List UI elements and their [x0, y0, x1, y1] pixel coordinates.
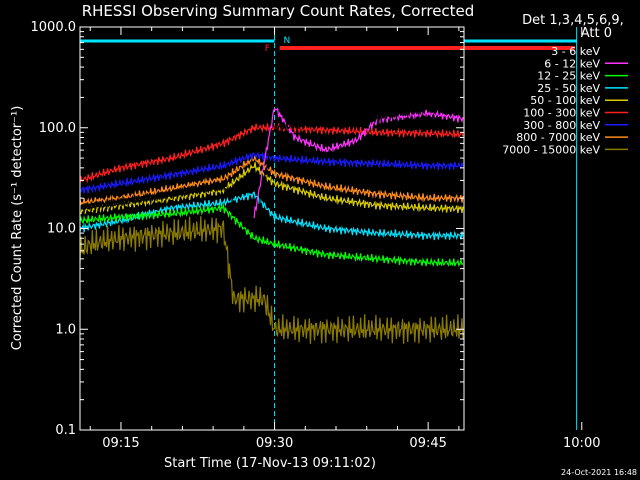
x-tick-label: 10:00: [563, 436, 600, 451]
flag-layer: FN: [265, 36, 575, 54]
series-line: [79, 191, 464, 241]
y-tick-label: 10.0: [47, 222, 76, 237]
y-tick-label: 100.0: [39, 121, 76, 136]
legend-label: 300 - 800 keV: [523, 119, 600, 132]
y-axis-label: Corrected Count Rate (s⁻¹ detector⁻¹): [10, 106, 25, 351]
legend-label: 50 - 100 keV: [530, 94, 600, 107]
legend-label: 7000 - 15000 keV: [502, 143, 600, 156]
plot-frame: [79, 26, 465, 431]
series-layer: [79, 101, 464, 345]
flag-n-label: N: [283, 36, 290, 46]
series-line: [253, 107, 464, 219]
legend-label: 25 - 50 keV: [537, 82, 600, 95]
y-tick-label: 0.1: [55, 423, 76, 438]
flag-f-label: F: [265, 44, 270, 54]
x-tick-label: 09:30: [256, 436, 293, 451]
chart-title: RHESSI Observing Summary Count Rates, Co…: [82, 2, 475, 20]
legend-label: 6 - 12 keV: [544, 57, 600, 70]
legend-label: 100 - 300 keV: [523, 107, 600, 120]
series-line: [79, 101, 464, 234]
y-tick-label: 1000.0: [31, 20, 77, 35]
attenuator-label: Att 0: [581, 26, 612, 41]
legend-label: 12 - 25 keV: [537, 70, 600, 83]
series-line: [79, 152, 464, 194]
x-axis-label: Start Time (17-Nov-13 09:11:02): [164, 456, 376, 471]
series-line: [79, 216, 464, 345]
series-line: [79, 203, 464, 267]
series-line: [79, 155, 464, 207]
y-axis: 0.1 1.0 10.0 100.0 1000.0: [31, 20, 464, 438]
legend-label: 800 - 7000 keV: [516, 131, 600, 144]
y-tick-label: 1.0: [55, 322, 76, 337]
x-tick-label: 09:45: [409, 436, 446, 451]
footer-date: 24-Oct-2021 16:48: [561, 468, 637, 477]
x-tick-label: 09:15: [102, 436, 139, 451]
legend-label: 3 - 6 keV: [551, 45, 600, 58]
detector-label: Det 1,3,4,5,6,9,: [522, 13, 624, 28]
